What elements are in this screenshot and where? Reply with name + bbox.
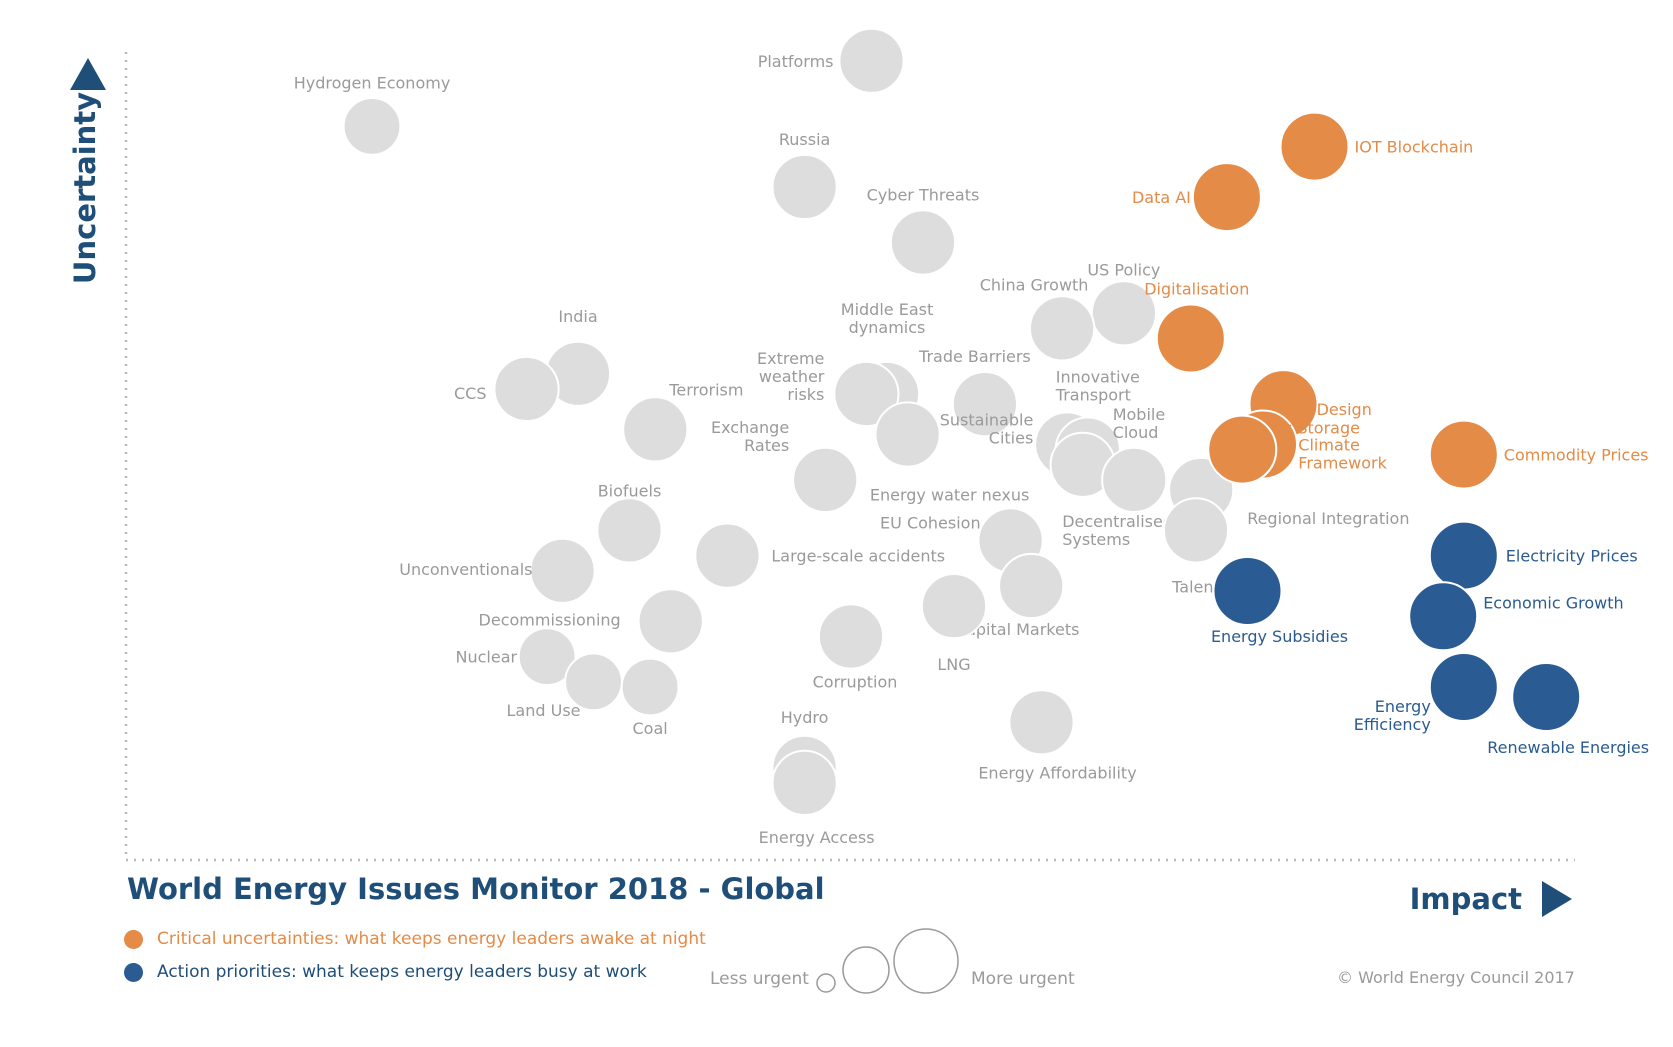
- bubble-ccs: [493, 355, 560, 423]
- label-regional-integration: Regional Integration: [1247, 509, 1409, 528]
- bubble-us-policy: [1090, 280, 1158, 347]
- bubble-electricity-prices: [1428, 520, 1499, 591]
- label-energy-water-nexus: Energy water nexus: [870, 486, 1029, 505]
- legend-action: Action priorities: what keeps energy lea…: [124, 962, 647, 982]
- chart-title: World Energy Issues Monitor 2018 - Globa…: [127, 872, 825, 906]
- label-energy-access: Energy Access: [759, 828, 875, 847]
- label-climate-framework: Climate Framework: [1298, 436, 1387, 473]
- label-extreme-weather-risks: Extreme weather risks: [757, 349, 825, 404]
- label-decommissioning: Decommissioning: [479, 610, 621, 629]
- less-urgent-label: Less urgent: [710, 969, 809, 989]
- label-energy-affordability: Energy Affordability: [978, 763, 1136, 782]
- label-innovative-transport: Innovative Transport: [1055, 368, 1140, 405]
- bubble-energy-water-nexus: [874, 401, 941, 468]
- label-hydrogen-economy: Hydrogen Economy: [294, 73, 451, 92]
- label-ccs: CCS: [454, 384, 487, 403]
- legend-critical-text: Critical uncertainties: what keeps energ…: [157, 929, 706, 949]
- bubble-trade-barriers: [951, 371, 1019, 438]
- bubble-cyber-threats: [889, 209, 957, 276]
- mid-urgent-size-circle: [842, 946, 890, 994]
- legend-action-dot: [124, 962, 143, 982]
- bubble-energy-efficiency: [1428, 652, 1499, 722]
- label-iot-blockchain: IOT Blockchain: [1355, 138, 1474, 157]
- bubble-biofuels: [596, 497, 663, 564]
- label-energy-efficiency: Energy Efficiency: [1354, 697, 1431, 734]
- more-urgent-label: More urgent: [971, 969, 1075, 989]
- label-mobile-cloud: Mobile Cloud: [1113, 405, 1165, 442]
- x-axis-label: Impact: [1410, 882, 1523, 916]
- label-market-design: Market Design: [1257, 400, 1372, 419]
- bubble-decentralised-systems: [1101, 446, 1168, 513]
- label-unconventionals: Unconventionals: [399, 560, 532, 579]
- bubble-commodity-prices: [1428, 419, 1499, 490]
- label-biofuels: Biofuels: [598, 481, 662, 500]
- copyright-text: © World Energy Council 2017: [1337, 968, 1575, 987]
- legend-critical: Critical uncertainties: what keeps energ…: [124, 929, 706, 949]
- label-talent: Talent: [1171, 577, 1220, 596]
- label-renewable-energies: Renewable Energies: [1487, 738, 1649, 757]
- label-us-policy: US Policy: [1087, 260, 1160, 279]
- label-sustainable-cities: Sustainable Cities: [940, 411, 1034, 448]
- bubble-energy-subsidies: [1212, 556, 1283, 626]
- bubble-talent: [1162, 497, 1230, 564]
- bubble-hydrogen-economy: [342, 97, 402, 156]
- bubble-decommissioning: [637, 588, 704, 655]
- legend-action-text: Action priorities: what keeps energy lea…: [157, 962, 647, 982]
- bubble-terrorism: [622, 396, 689, 463]
- label-terrorism: Terrorism: [668, 380, 743, 399]
- bubble-iot-blockchain: [1279, 111, 1350, 182]
- label-large-scale-accidents: Large-scale accidents: [771, 547, 945, 566]
- label-decentralised-systems: Decentralised Systems: [1062, 512, 1173, 549]
- label-capital-markets: Capital Markets: [955, 620, 1080, 639]
- label-china-growth: China Growth: [980, 275, 1089, 294]
- label-data-ai: Data AI: [1132, 188, 1191, 207]
- label-economic-growth: Economic Growth: [1483, 593, 1623, 612]
- bubble-data-ai: [1191, 162, 1262, 233]
- more-urgent-size-circle: [893, 928, 959, 994]
- label-coal: Coal: [632, 719, 667, 738]
- label-trade-barriers: Trade Barriers: [918, 347, 1031, 366]
- bubble-nuclear: [517, 627, 577, 686]
- label-land-use: Land Use: [507, 701, 581, 720]
- bubble-digitalisation: [1155, 303, 1226, 374]
- y-axis-arrow-icon: [70, 58, 106, 90]
- bubble-large-scale-accidents: [694, 522, 761, 589]
- label-energy-subsidies: Energy Subsidies: [1211, 627, 1348, 646]
- bubble-climate-framework: [1207, 414, 1278, 485]
- bubble-lng: [920, 573, 988, 640]
- bubble-renewable-energies: [1511, 662, 1582, 732]
- bubble-russia: [771, 153, 838, 221]
- bubble-exchange-rates: [792, 446, 859, 513]
- bubble-corruption: [817, 603, 885, 670]
- bubble-extreme-weather-risks: [833, 360, 900, 428]
- label-exchange-rates: Exchange Rates: [711, 418, 789, 455]
- bubble-capital-markets: [998, 552, 1065, 620]
- label-commodity-prices: Commodity Prices: [1504, 446, 1649, 465]
- less-urgent-size-circle: [816, 973, 836, 993]
- label-hydro: Hydro: [781, 708, 829, 727]
- label-corruption: Corruption: [813, 673, 898, 692]
- label-electricity-prices: Electricity Prices: [1506, 547, 1638, 566]
- bubble-coal: [620, 657, 680, 717]
- legend-critical-dot: [124, 929, 143, 949]
- bubble-economic-growth: [1408, 581, 1479, 652]
- bubble-unconventionals: [529, 537, 596, 604]
- label-lng: LNG: [937, 655, 970, 674]
- label-nuclear: Nuclear: [456, 648, 518, 667]
- label-cyber-threats: Cyber Threats: [867, 186, 980, 205]
- bubble-energy-access: [771, 749, 838, 817]
- label-platforms: Platforms: [758, 52, 834, 71]
- bubble-platforms: [838, 27, 905, 94]
- label-middle-east-dynamics: Middle East dynamics: [841, 300, 933, 337]
- label-russia: Russia: [779, 130, 830, 149]
- bubble-china-growth: [1029, 295, 1096, 362]
- bubble-energy-affordability: [1008, 689, 1075, 756]
- label-india: India: [558, 307, 597, 326]
- x-axis-arrow-icon: [1542, 881, 1572, 917]
- label-digitalisation: Digitalisation: [1144, 280, 1249, 299]
- y-axis-label: Uncertainty: [68, 92, 102, 284]
- label-eu-cohesion: EU Cohesion: [880, 514, 981, 533]
